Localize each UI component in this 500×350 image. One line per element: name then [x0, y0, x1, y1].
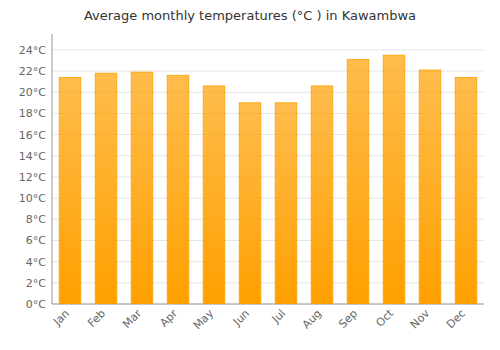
y-tick-label: 18°C [19, 107, 46, 120]
x-tick-label: Feb [85, 307, 108, 330]
bar [455, 77, 477, 304]
grid-line [52, 49, 484, 50]
grid [52, 50, 484, 304]
bar [167, 75, 189, 304]
x-tick-label: Nov [408, 307, 433, 332]
y-tick-label: 0°C [26, 298, 46, 311]
y-tick-label: 24°C [19, 44, 46, 57]
bar [275, 103, 297, 304]
bar [239, 103, 261, 304]
y-tick-label: 2°C [26, 277, 46, 290]
y-tick-label: 16°C [19, 129, 46, 142]
bar [419, 70, 441, 304]
x-tick-label: May [191, 307, 217, 333]
x-tick-label: Jan [50, 307, 72, 329]
y-tick-label: 8°C [26, 213, 46, 226]
y-tick-label: 10°C [19, 192, 46, 205]
x-tick-label: Mar [120, 307, 144, 331]
x-tick-label: Jul [269, 307, 288, 326]
y-tick-label: 4°C [26, 256, 46, 269]
bar [59, 77, 81, 304]
y-tick-label: 6°C [26, 234, 46, 247]
y-axis-line [52, 34, 53, 304]
title: Average monthly temperatures (°C ) in Ka… [84, 8, 416, 23]
y-tick-label: 12°C [19, 171, 46, 184]
x-tick-label: Apr [157, 307, 180, 330]
x-tick-label: Jun [230, 307, 252, 329]
bar [347, 59, 369, 304]
y-tick-label: 20°C [19, 86, 46, 99]
bars [59, 55, 477, 304]
x-tick-label: Aug [300, 307, 324, 331]
x-tick-label: Dec [444, 307, 468, 331]
x-tick-label: Oct [373, 306, 396, 329]
bar [203, 86, 225, 304]
chart-svg: Average monthly temperatures (°C ) in Ka… [0, 0, 500, 350]
bar [383, 55, 405, 304]
bar [311, 86, 333, 304]
y-tick-label: 14°C [19, 150, 46, 163]
bar [95, 73, 117, 304]
y-tick-label: 22°C [19, 65, 46, 78]
x-tick-label: Sep [336, 307, 360, 331]
chart-container: Average monthly temperatures (°C ) in Ka… [0, 0, 500, 350]
bar [131, 72, 153, 304]
